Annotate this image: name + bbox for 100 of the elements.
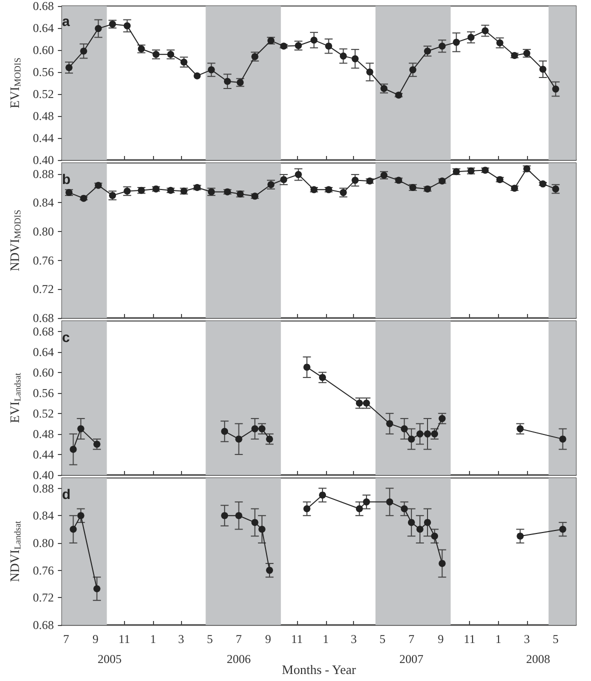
x-tick-label: 7 — [408, 632, 414, 646]
point — [438, 42, 446, 50]
point — [482, 27, 489, 34]
point — [400, 505, 408, 512]
x2-tick-label: 2008 — [526, 652, 550, 666]
y-axis-title: NDVILandsat — [7, 520, 22, 582]
y-tick-label: 0.72 — [32, 590, 54, 605]
y-tick-label: 0.72 — [32, 282, 54, 296]
point — [424, 518, 431, 526]
point — [366, 68, 374, 76]
point — [539, 180, 546, 188]
point — [77, 512, 84, 520]
y-tick-label: 0.56 — [32, 386, 54, 400]
y-tick-label: 0.88 — [32, 166, 54, 181]
y-axis-title: EVIMODIS — [7, 58, 22, 108]
point — [70, 446, 77, 453]
x-tick-label: 1 — [322, 632, 329, 646]
x-tick-label: 5 — [380, 632, 386, 646]
x-tick-label: 11 — [118, 632, 130, 646]
point — [280, 42, 288, 50]
y-tick-label: 0.68 — [32, 324, 54, 338]
y-tick-label: 0.80 — [32, 536, 54, 550]
y-tick-label: 0.52 — [32, 406, 54, 420]
point — [352, 55, 359, 62]
point — [235, 436, 242, 443]
y-tick-label: 0.68 — [32, 0, 54, 13]
x-tick-label: 9 — [438, 632, 444, 646]
y-tick-label: 0.76 — [32, 563, 54, 578]
y-axis-title: NDVIMODIS — [7, 210, 22, 272]
point — [325, 42, 332, 50]
point — [438, 415, 446, 422]
point — [424, 48, 431, 55]
point — [452, 38, 460, 46]
y-axis-title: EVILandsat — [7, 372, 22, 424]
point — [80, 194, 88, 202]
point — [539, 66, 546, 73]
y-tick-label: 0.60 — [32, 43, 54, 57]
point — [386, 498, 394, 506]
point — [516, 532, 524, 540]
y-tick-label: 0.76 — [32, 253, 54, 268]
y-tick-label: 0.56 — [32, 65, 54, 79]
y-tick-label: 0.68 — [32, 618, 54, 632]
point — [251, 518, 258, 526]
x-tick-label: 3 — [178, 632, 184, 646]
x-axis-title: Months - Year — [282, 662, 357, 677]
x2-tick-label: 2006 — [226, 652, 251, 666]
point — [94, 25, 102, 32]
point — [93, 585, 100, 592]
x2-tick-label: 2005 — [98, 652, 122, 666]
point — [552, 86, 560, 93]
y-tick-label: 0.48 — [32, 109, 54, 123]
y-tick-label: 0.88 — [32, 481, 54, 496]
y-tick-label: 0.40 — [32, 468, 54, 482]
point — [208, 66, 215, 74]
point — [280, 176, 288, 184]
y-tick-label: 0.84 — [32, 196, 54, 210]
point — [438, 560, 446, 567]
y-tick-label: 0.48 — [32, 426, 54, 441]
point — [221, 428, 228, 435]
annotation: d — [62, 486, 71, 502]
x-tick-label: 5 — [552, 632, 559, 646]
point — [93, 440, 100, 448]
x-tick-label: 1 — [495, 632, 502, 646]
point — [303, 505, 310, 512]
x-tick-label: 9 — [265, 632, 272, 646]
y-tick-label: 0.84 — [32, 508, 54, 523]
point — [266, 566, 274, 574]
y-tick-label: 0.44 — [32, 447, 54, 462]
y-tick-label: 0.80 — [32, 224, 54, 238]
point — [409, 66, 416, 74]
y-tick-label: 0.68 — [32, 311, 54, 325]
point — [258, 526, 266, 533]
point — [559, 436, 566, 443]
point — [221, 512, 228, 520]
annotation: c — [62, 329, 70, 345]
point — [310, 36, 318, 44]
annotation: a — [62, 13, 70, 29]
point — [468, 34, 475, 41]
point — [516, 425, 524, 432]
point — [224, 78, 231, 85]
point — [386, 420, 394, 428]
point — [124, 22, 131, 30]
point — [424, 430, 431, 438]
y-tick-label: 0.40 — [32, 153, 54, 167]
point — [303, 364, 310, 371]
y-tick-label: 0.44 — [32, 131, 54, 145]
point — [80, 48, 88, 55]
point — [294, 171, 302, 178]
point — [251, 425, 258, 432]
point — [77, 425, 84, 432]
point — [66, 64, 72, 72]
x-tick-label: 3 — [524, 632, 530, 646]
point — [431, 430, 438, 438]
point — [400, 425, 408, 432]
x-tick-label: 5 — [206, 632, 213, 646]
x-tick-label: 11 — [464, 632, 476, 646]
point — [194, 72, 201, 80]
y-tick-label: 0.52 — [32, 87, 54, 101]
y-tick-label: 0.64 — [32, 21, 54, 35]
x-tick-label: 7 — [236, 632, 242, 646]
